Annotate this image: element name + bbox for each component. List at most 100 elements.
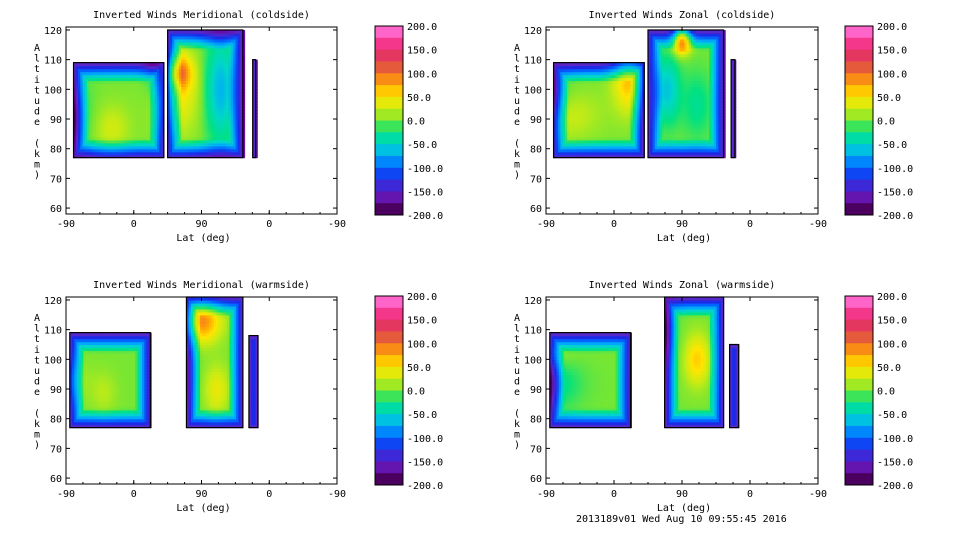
- heatmap-cell: [587, 62, 591, 67]
- heatmap-cell: [233, 89, 236, 93]
- heatmap-cell: [675, 110, 679, 114]
- heatmap-cell: [672, 151, 676, 156]
- heatmap-cell: [652, 116, 656, 120]
- heatmap-cell: [143, 133, 147, 138]
- heatmap-cell: [228, 89, 232, 93]
- heatmap-cell: [174, 71, 178, 76]
- heatmap-cell: [688, 92, 692, 96]
- heatmap-cell: [178, 68, 182, 73]
- heatmap-cell: [589, 139, 593, 144]
- heatmap-cell: [594, 83, 598, 87]
- heatmap-cell: [190, 41, 194, 46]
- heatmap-cell: [558, 136, 561, 141]
- heatmap-cell: [102, 95, 106, 99]
- heatmap-cell: [221, 83, 225, 87]
- colorbar-swatch: [375, 96, 403, 110]
- heatmap-cell: [174, 77, 178, 82]
- heatmap-cell: [242, 59, 246, 64]
- heatmap-cell: [639, 110, 643, 114]
- heatmap-cell: [233, 145, 236, 150]
- heatmap-cell: [78, 151, 81, 156]
- heatmap-cell: [242, 38, 246, 43]
- heatmap-cell: [608, 80, 611, 84]
- heatmap-cell: [203, 130, 207, 135]
- heatmap-cell: [650, 77, 654, 82]
- heatmap-cell: [125, 98, 129, 102]
- heatmap-cell: [226, 92, 230, 96]
- heatmap-cell: [235, 74, 239, 79]
- heatmap-cell: [558, 151, 561, 156]
- heatmap-cell: [580, 77, 584, 82]
- heatmap-cell: [242, 77, 246, 82]
- heatmap-cell: [230, 145, 234, 150]
- heatmap-cell: [632, 89, 636, 93]
- heatmap-cell: [215, 59, 218, 64]
- heatmap-cell: [181, 50, 185, 55]
- heatmap-cell: [596, 136, 600, 141]
- heatmap-cell: [578, 148, 582, 153]
- heatmap-cell: [661, 89, 665, 93]
- heatmap-cell: [87, 127, 90, 132]
- heatmap-cell: [672, 142, 676, 147]
- heatmap-cell: [96, 101, 99, 105]
- heatmap-cell: [212, 139, 216, 144]
- heatmap-cell: [639, 145, 643, 150]
- heatmap-cell: [134, 101, 138, 105]
- heatmap-cell: [78, 107, 81, 111]
- heatmap-cell: [102, 71, 106, 76]
- heatmap-cell: [125, 148, 129, 153]
- heatmap-cell: [192, 53, 196, 58]
- heatmap-cell: [576, 116, 580, 120]
- heatmap-cell: [612, 133, 616, 138]
- heatmap-cell: [587, 95, 591, 99]
- heatmap-cell: [668, 107, 672, 111]
- heatmap-cell: [145, 145, 149, 150]
- heatmap-cell: [130, 77, 133, 82]
- heatmap-cell: [98, 136, 102, 141]
- x-axis-label: Lat (deg): [176, 233, 230, 244]
- heatmap-cell: [682, 74, 685, 79]
- heatmap-cell: [635, 110, 639, 114]
- heatmap-cell: [252, 110, 256, 114]
- heatmap-cell: [642, 62, 645, 67]
- heatmap-cell: [242, 89, 246, 93]
- heatmap-cell: [91, 154, 95, 159]
- heatmap-cell: [134, 151, 138, 156]
- heatmap-cell: [121, 71, 124, 76]
- heatmap-cell: [553, 107, 557, 111]
- heatmap-cell: [130, 95, 133, 99]
- heatmap-cell: [215, 35, 218, 40]
- heatmap-cell: [159, 83, 163, 87]
- heatmap-cell: [672, 53, 676, 58]
- heatmap-cell: [127, 104, 131, 108]
- heatmap-cell: [197, 35, 200, 40]
- heatmap-cell: [684, 41, 688, 46]
- heatmap-cell: [206, 62, 209, 67]
- heatmap-cell: [657, 80, 660, 84]
- heatmap-cell: [239, 136, 243, 141]
- heatmap-cell: [605, 83, 609, 87]
- heatmap-cell: [109, 101, 113, 105]
- heatmap-cell: [154, 77, 158, 82]
- heatmap-cell: [174, 104, 178, 108]
- heatmap-cell: [688, 139, 692, 144]
- heatmap-cell: [219, 89, 223, 93]
- heatmap-cell: [161, 86, 165, 90]
- heatmap-cell: [203, 47, 207, 52]
- heatmap-cell: [187, 119, 191, 123]
- heatmap-cell: [657, 77, 660, 82]
- heatmap-cell: [574, 83, 577, 87]
- heatmap-cell: [174, 101, 178, 105]
- heatmap-cell: [623, 139, 627, 144]
- heatmap-cell: [134, 139, 138, 144]
- heatmap-cell: [210, 154, 214, 159]
- heatmap-cell: [652, 148, 656, 153]
- heatmap-cell: [208, 127, 212, 132]
- heatmap-cell: [237, 151, 241, 156]
- heatmap-cell: [125, 89, 129, 93]
- heatmap-cell: [628, 142, 632, 147]
- heatmap-cell: [114, 62, 118, 67]
- heatmap-cell: [141, 95, 145, 99]
- heatmap-cell: [210, 50, 214, 55]
- heatmap-cell: [235, 59, 239, 64]
